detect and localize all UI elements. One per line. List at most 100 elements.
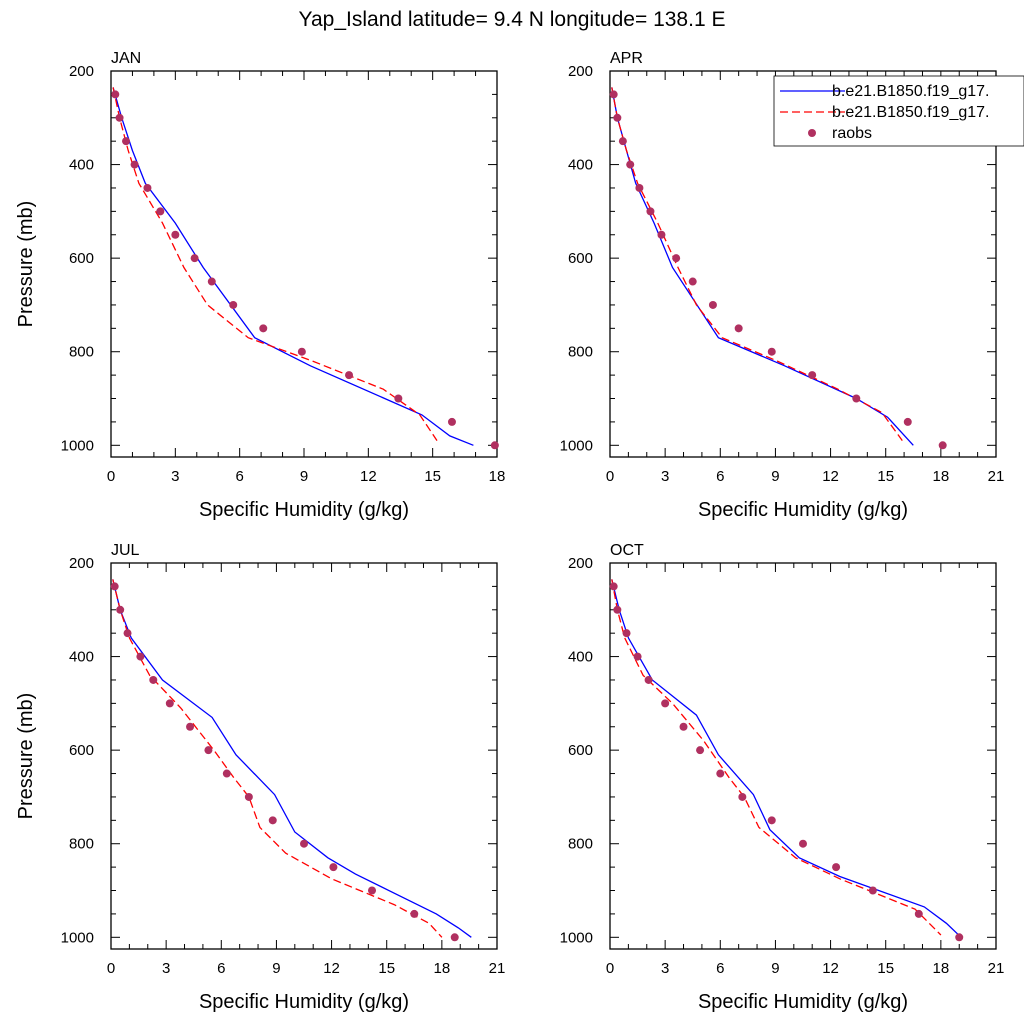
raobs-point [661,699,670,708]
raobs-point [123,629,132,638]
raobs-point [186,722,195,731]
raobs-point [914,909,923,918]
raobs-point [122,137,131,146]
plot-frame [110,562,498,950]
series-raobs [609,582,964,942]
series-line-dashed [112,579,443,938]
plot-frame [609,562,997,950]
x-tick-label: 3 [162,960,170,977]
raobs-point [609,90,618,99]
plot-frame [609,70,997,458]
raobs-point [767,816,776,825]
raobs-point [116,605,125,614]
series-line-solid [611,579,962,938]
raobs-point [368,886,377,895]
y-tick-label: 400 [568,157,593,174]
panel-label: OCT [610,542,644,559]
raobs-point [716,769,725,778]
x-tick-label: 3 [661,468,669,485]
y-tick-label: 200 [568,555,593,572]
series-raobs [110,582,459,942]
raobs-point [204,746,213,755]
y-tick-label: 800 [69,836,94,853]
raobs-point [799,839,807,848]
legend: b.e21.B1850.f19_g17. b.e21.B1850.f19_g17.… [773,75,1024,147]
x-tick-label: 12 [822,960,839,977]
raobs-point [115,113,124,122]
y-tick-label: 600 [69,250,94,267]
raobs-point [938,441,947,450]
panel-label: JAN [111,50,141,67]
x-tick-label: 6 [716,468,724,485]
legend-label: b.e21.B1850.f19_g17. [832,83,989,100]
series-raobs [609,90,947,450]
raobs-point [130,160,139,169]
y-axis-title: Pressure (mb) [15,201,37,328]
x-tick-label: 0 [107,960,115,977]
panel-apr: APR 0 3 6 9 12 15 18 21 200 400 600 800 1000 Specific … [560,50,1005,521]
figure-title: Yap_Island latitude= 9.4 N longitude= 13… [299,8,726,31]
x-axis-title: Specific Humidity (g/kg) [698,991,908,1013]
legend-label: raobs [832,125,872,142]
raobs-point [903,417,912,426]
x-tick-label: 12 [822,468,839,485]
y-tick-label: 200 [69,555,94,572]
y-tick-label: 200 [69,63,94,80]
y-tick-label: 600 [69,742,94,759]
y-tick-label: 600 [568,742,593,759]
raobs-point [657,230,666,239]
raobs-point [808,371,817,380]
raobs-point [207,277,216,286]
x-tick-label: 18 [434,960,451,977]
series-line-solid [112,87,474,446]
series-line-dashed [611,87,903,441]
raobs-point [955,933,964,942]
x-tick-label: 21 [988,468,1005,485]
raobs-point [222,769,231,778]
raobs-point [394,394,403,403]
raobs-point [622,629,631,638]
x-tick-label: 9 [771,468,779,485]
raobs-point [708,300,717,309]
y-tick-label: 1000 [560,929,593,946]
raobs-point [618,137,627,146]
raobs-point [297,347,306,356]
raobs-point [165,699,174,708]
x-tick-label: 9 [300,468,308,485]
raobs-point [738,792,747,801]
plot-frame [110,70,498,458]
raobs-point [447,417,456,426]
raobs-point [143,183,152,192]
x-tick-label: 0 [606,960,614,977]
raobs-point [613,605,622,614]
x-tick-label: 0 [606,468,614,485]
raobs-point [635,183,644,192]
raobs-point [868,886,877,895]
panel-label: JUL [111,542,140,559]
x-tick-label: 0 [107,468,115,485]
x-tick-label: 9 [771,960,779,977]
raobs-point [644,675,653,684]
raobs-point [244,792,253,801]
y-tick-label: 800 [568,344,593,361]
raobs-point [110,582,119,591]
raobs-point [229,300,238,309]
series-line-dashed [112,87,438,441]
raobs-point [696,746,705,755]
x-tick-label: 6 [716,960,724,977]
raobs-point [300,839,308,848]
y-tick-label: 1000 [560,437,593,454]
x-axis-title: Specific Humidity (g/kg) [199,499,409,521]
raobs-point [329,863,338,872]
x-tick-label: 9 [272,960,280,977]
x-tick-label: 15 [877,960,894,977]
y-tick-label: 800 [69,344,94,361]
raobs-point [688,277,697,286]
y-tick-label: 200 [568,63,593,80]
raobs-point [450,933,459,942]
raobs-point [410,909,419,918]
raobs-point [268,816,277,825]
raobs-point [156,207,165,216]
